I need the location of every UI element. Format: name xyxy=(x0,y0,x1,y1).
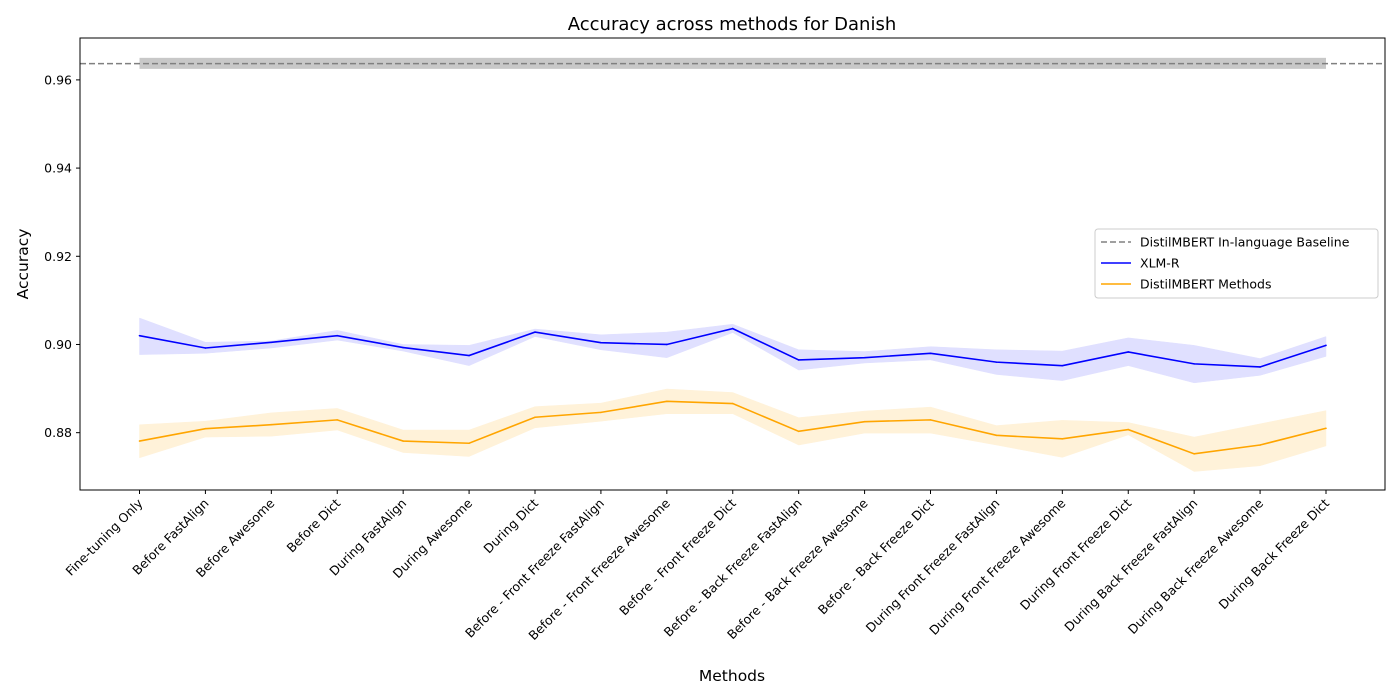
distilmbert-methods-point-12 xyxy=(929,419,932,421)
xlm-r-point-6 xyxy=(534,331,536,333)
y-tick-label: 0.88 xyxy=(44,425,72,440)
y-tick-label: 0.92 xyxy=(44,249,72,264)
chart-title: Accuracy across methods for Danish xyxy=(568,14,897,35)
x-tick-label: During Back Freeze Dict xyxy=(1215,495,1332,612)
y-axis: 0.88 0.90 0.92 0.94 0.96 xyxy=(44,72,80,440)
y-axis-label: Accuracy xyxy=(14,229,32,300)
xlm-r-point-16 xyxy=(1193,363,1195,365)
xlm-r-point-1 xyxy=(204,347,207,349)
x-tick-label: Before Dict xyxy=(283,495,343,555)
x-tick-label: During Back Freeze FastAlign xyxy=(1061,496,1200,635)
xlm-r-point-11 xyxy=(863,356,866,359)
distilmbert-methods-point-1 xyxy=(204,427,207,430)
xlm-r-point-12 xyxy=(929,352,932,355)
xlm-r-confidence-band xyxy=(139,317,1327,384)
legend-label-baseline: DistilMBERT In-language Baseline xyxy=(1140,235,1350,250)
xlm-r-point-2 xyxy=(270,341,273,344)
distilmbert-methods-point-14 xyxy=(1061,438,1064,440)
distilmbert-methods-point-0 xyxy=(138,440,141,442)
x-tick-label: During Dict xyxy=(480,495,541,556)
xlm-r-point-0 xyxy=(138,334,141,337)
xlm-r-point-17 xyxy=(1259,366,1261,368)
xlm-r-point-10 xyxy=(797,359,800,361)
distilmbert-methods-point-11 xyxy=(863,420,866,423)
x-tick-label: During Front Freeze Dict xyxy=(1017,495,1135,613)
series-lines xyxy=(80,62,1385,455)
x-tick-label: Before - Front Freeze Awesome xyxy=(525,495,673,643)
distilmbert-methods-point-5 xyxy=(468,442,470,445)
distilmbert-methods-point-16 xyxy=(1193,453,1195,455)
distilmbert-methods-point-9 xyxy=(731,402,734,405)
distilmbert-methods-point-10 xyxy=(797,430,800,433)
xlm-r-point-3 xyxy=(336,334,339,337)
distilmbert-methods-point-4 xyxy=(402,440,404,442)
distilmbert-methods-point-2 xyxy=(270,423,273,426)
x-axis-label: Methods xyxy=(699,667,765,685)
y-tick-label: 0.94 xyxy=(44,161,72,176)
distilmbert-methods-point-6 xyxy=(534,416,536,419)
xlm-r-point-9 xyxy=(731,327,734,330)
distilmbert-methods-point-7 xyxy=(600,411,602,414)
xlm-r-point-7 xyxy=(600,341,602,344)
x-tick-label: Before - Back Freeze FastAlign xyxy=(661,496,805,640)
x-tick-label: Before - Back Freeze Awesome xyxy=(724,495,871,642)
xlm-r-point-14 xyxy=(1061,364,1064,367)
xlm-r-point-8 xyxy=(666,343,668,346)
legend-label-distilmbert-methods: DistilMBERT Methods xyxy=(1140,277,1272,292)
x-tick-label: Before - Front Freeze FastAlign xyxy=(462,496,607,641)
xlm-r-point-13 xyxy=(995,361,998,363)
x-tick-label: Before - Back Freeze Dict xyxy=(815,495,937,617)
x-tick-label: During Front Freeze Awesome xyxy=(926,495,1069,638)
xlm-r-point-5 xyxy=(468,354,470,357)
xlm-r-point-4 xyxy=(402,346,404,349)
y-tick-label: 0.96 xyxy=(44,72,72,87)
y-tick-label: 0.90 xyxy=(44,337,72,352)
distilmbert-methods-point-15 xyxy=(1127,428,1130,431)
distilmbert-methods-point-18 xyxy=(1325,427,1327,430)
legend-box xyxy=(1094,228,1379,299)
legend: DistilMBERT In-language Baseline XLM-R D… xyxy=(1094,228,1379,299)
distilmbert-methods-point-13 xyxy=(995,434,998,437)
distilmbert-methods-point-17 xyxy=(1259,444,1261,446)
x-tick-label: During Back Freeze Awesome xyxy=(1125,495,1267,637)
x-tick-label: During Front Freeze FastAlign xyxy=(863,496,1003,636)
distilmbert-methods-point-8 xyxy=(666,400,668,403)
xlm-r-point-15 xyxy=(1127,351,1130,353)
x-tick-label: Before - Front Freeze Dict xyxy=(616,495,739,618)
legend-label-xlm-r: XLM-R xyxy=(1140,256,1180,271)
xlm-r-point-18 xyxy=(1325,344,1327,347)
distilmbert-methods-confidence-band xyxy=(139,388,1327,472)
distilmbert-methods-point-3 xyxy=(336,419,339,421)
